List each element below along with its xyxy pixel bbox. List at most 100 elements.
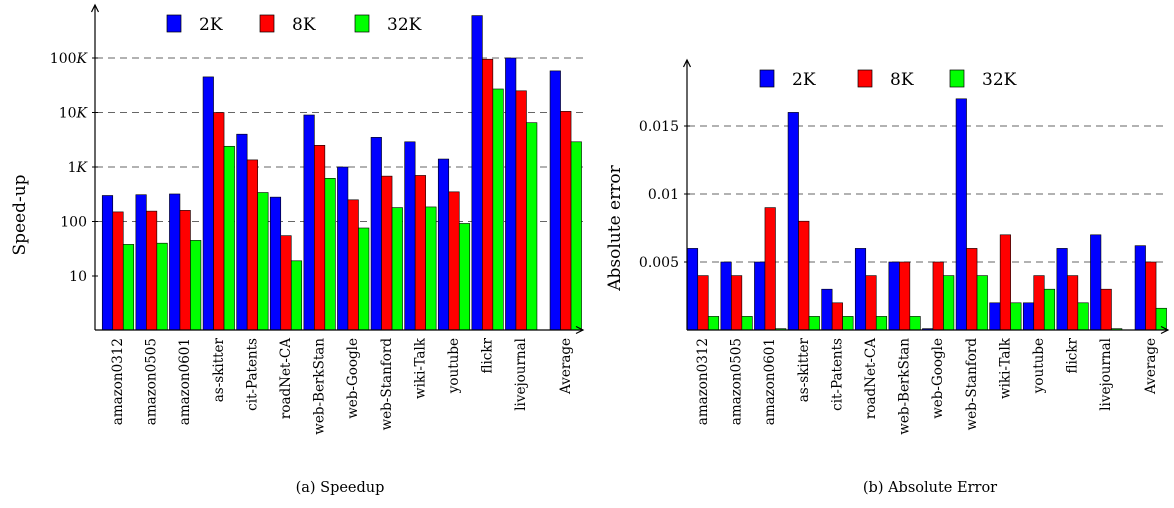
bar-8K-youtube	[448, 191, 460, 331]
bar-8K-amazon0601	[764, 207, 776, 331]
x-tick-label: livejournal	[1098, 338, 1114, 411]
y-tick-label: 0.005	[639, 255, 679, 271]
bar-2K-web-BerkStan	[888, 261, 900, 331]
x-tick-label: livejournal	[513, 338, 529, 411]
bar-32K-web-BerkStan	[909, 316, 921, 331]
bar-8K-roadNet-CA	[280, 235, 292, 331]
bar-8K-web-Google	[347, 199, 359, 331]
bar-8K-web-Stanford	[966, 248, 978, 331]
y-axis-arrow	[90, 3, 100, 13]
bar-2K-cit-Patents	[821, 288, 833, 331]
bar-32K-amazon0312	[707, 316, 720, 331]
x-tick-label: amazon0312	[110, 338, 126, 425]
x-tick-label: web-Google	[345, 338, 361, 419]
bar-32K-flickr	[492, 88, 504, 331]
bar-32K-amazon0312	[122, 244, 135, 331]
legend-label-32K: 32K	[982, 70, 1017, 90]
bar-2K-flickr	[1056, 248, 1068, 331]
x-tick-label: roadNet-CA	[863, 338, 879, 419]
x-tick-label: as-skitter	[796, 337, 812, 402]
chart-caption: (a) Speedup	[296, 480, 385, 496]
bar-32K-flickr	[1077, 302, 1089, 331]
bar-2K-livejournal	[505, 57, 517, 331]
x-axis-arrow	[575, 325, 585, 335]
bar-8K-cit-Patents	[831, 302, 843, 331]
x-tick-label: web-Stanford	[379, 338, 395, 431]
bar-8K-amazon0312	[112, 211, 124, 331]
bar-32K-amazon0505	[156, 242, 168, 331]
bar-2K-as-skitter	[202, 76, 214, 331]
bar-32K-as-skitter	[223, 145, 235, 331]
x-tick-label: wiki-Talk	[997, 337, 1013, 399]
bar-8K-as-skitter	[213, 112, 225, 331]
bar-2K-amazon0505	[135, 194, 147, 331]
bar-8K-wiki-Talk	[999, 234, 1011, 331]
bar-2K-roadNet-CA	[854, 248, 867, 331]
bar-2K-web-Google	[337, 166, 349, 331]
bar-2K-as-skitter	[787, 112, 799, 331]
x-tick-label: amazon0312	[695, 338, 711, 425]
bar-8K-as-skitter	[798, 220, 810, 331]
y-axis-arrow	[682, 58, 692, 68]
y-tick-label: 0.01	[648, 187, 679, 203]
bar-2K-youtube	[437, 158, 450, 331]
bar-32K-web-Google	[358, 227, 370, 331]
legend-swatch-8K	[259, 14, 275, 33]
x-tick-label: wiki-Talk	[412, 337, 428, 399]
bar-32K-as-skitter	[808, 316, 820, 331]
bar-2K-amazon0312	[101, 195, 114, 331]
legend-swatch-32K	[949, 69, 965, 88]
bar-32K-cit-Patents	[257, 192, 269, 331]
x-tick-label: cit-Patents	[829, 338, 845, 411]
x-tick-label: cit-Patents	[244, 338, 260, 411]
x-tick-label: web-BerkStan	[897, 338, 913, 435]
x-tick-label: amazon0601	[177, 338, 193, 425]
bar-32K-cit-Patents	[842, 316, 854, 331]
bar-8K-amazon0505	[731, 275, 743, 331]
bar-32K-roadNet-CA	[290, 260, 303, 331]
bar-2K-web-Stanford	[370, 137, 382, 331]
bar-8K-Average	[1145, 261, 1157, 331]
bar-8K-web-BerkStan	[899, 261, 911, 331]
bar-2K-amazon0312	[686, 248, 699, 331]
bar-8K-amazon0601	[179, 210, 191, 331]
legend-label-2K: 2K	[199, 15, 223, 35]
x-tick-label: flickr	[480, 337, 496, 373]
bar-2K-web-Stanford	[955, 98, 967, 331]
legend-swatch-8K	[857, 69, 873, 88]
x-tick-label: amazon0601	[762, 338, 778, 425]
bar-2K-amazon0601	[169, 193, 181, 331]
bar-32K-amazon0601	[190, 240, 202, 331]
x-tick-label: as-skitter	[211, 337, 227, 402]
bar-8K-Average	[560, 111, 572, 331]
bar-2K-wiki-Talk	[989, 302, 1001, 331]
bar-8K-amazon0505	[146, 210, 158, 331]
bar-2K-youtube	[1022, 302, 1035, 331]
bar-8K-wiki-Talk	[414, 175, 426, 331]
x-tick-label: flickr	[1065, 337, 1081, 373]
legend-label-32K: 32K	[387, 15, 422, 35]
x-tick-label: amazon0505	[144, 338, 160, 425]
legend-swatch-32K	[354, 14, 370, 33]
bar-8K-cit-Patents	[246, 159, 258, 331]
bar-32K-web-Stanford	[391, 207, 403, 331]
bar-8K-web-BerkStan	[314, 145, 326, 331]
absolute-error-chart: 0.005 0.01 0.015 amazon0312 amazon0505 amazon…	[605, 58, 1170, 496]
y-tick-label: 10K	[59, 106, 89, 122]
legend-label-2K: 2K	[792, 70, 816, 90]
bar-32K-amazon0505	[741, 316, 753, 331]
bar-8K-web-Google	[932, 261, 944, 331]
bar-32K-wiki-Talk	[1010, 302, 1022, 331]
bar-2K-Average	[549, 70, 561, 331]
x-tick-label: youtube	[1031, 338, 1047, 394]
x-tick-label: youtube	[446, 338, 462, 394]
bar-2K-Average	[1134, 245, 1146, 331]
bar-2K-amazon0505	[720, 261, 732, 331]
x-tick-label: web-Stanford	[964, 338, 980, 431]
bar-2K-livejournal	[1090, 234, 1102, 331]
bar-32K-web-BerkStan	[324, 178, 336, 331]
legend-swatch-2K	[166, 14, 182, 33]
bar-32K-roadNet-CA	[875, 316, 888, 331]
bar-8K-flickr	[1067, 275, 1079, 331]
